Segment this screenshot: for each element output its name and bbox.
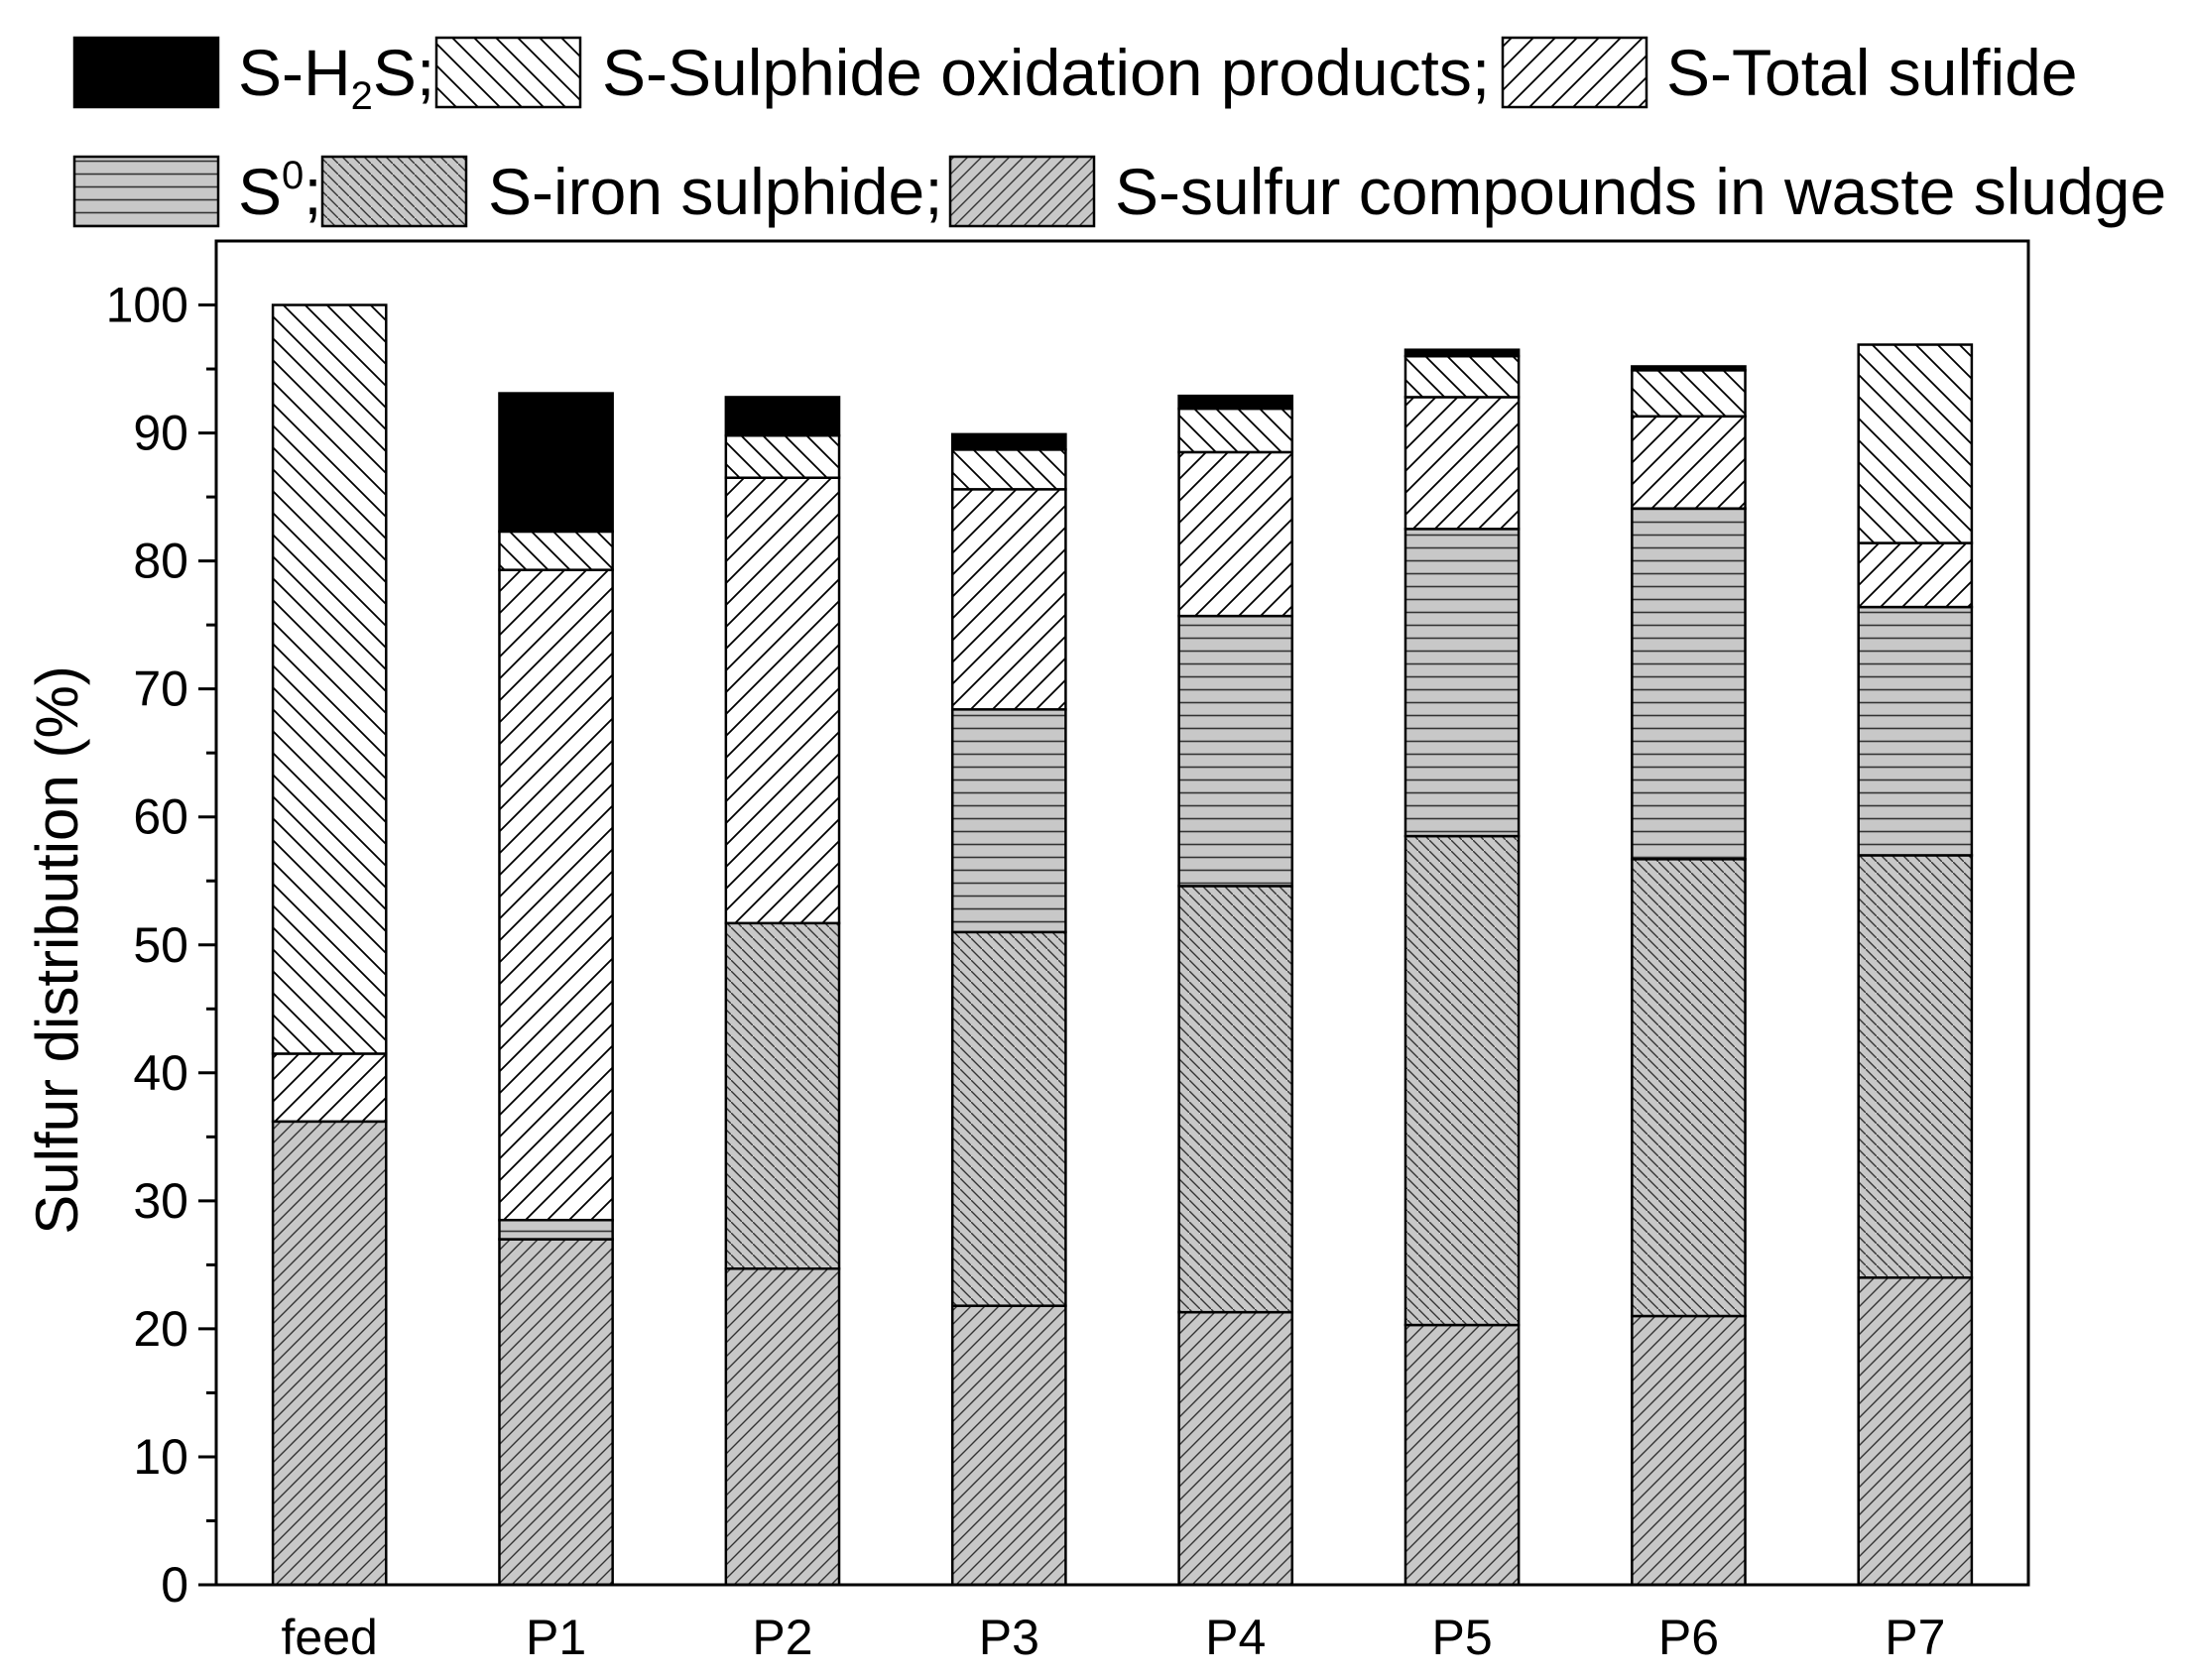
bar-segment-total-P6 [1631,415,1747,510]
bar-segment-oxid-feed [271,303,388,1055]
bar-segment-iron-P6 [1631,858,1747,1318]
legend-swatch-sludge [948,155,1096,228]
y-tick-label: 100 [106,278,188,333]
x-tick-label: feed [282,1610,378,1665]
legend-swatch-total [1501,36,1648,109]
y-tick-label: 60 [133,789,188,845]
bar-segment-total-P4 [1177,450,1294,618]
x-tick-label: P5 [1431,1610,1492,1665]
legend-label-s0: S0; [238,154,322,228]
bar-segment-sludge-P2 [724,1267,841,1587]
legend-label-total: S-Total sulfide [1666,36,2078,109]
legend-label-iron: S-iron sulphide; [488,155,943,228]
bar-segment-s0-P5 [1403,528,1521,838]
y-tick-label: 40 [133,1045,188,1101]
y-tick-label: 80 [133,534,188,589]
bar-segment-s0-P3 [950,708,1067,934]
x-tick-label: P4 [1205,1610,1266,1665]
plot-frame [214,239,2030,1587]
y-tick-label: 0 [161,1557,188,1613]
bar-segment-s0-P7 [1857,605,1974,857]
bar-segment-oxid-P1 [498,530,614,571]
x-tick-label: P1 [526,1610,586,1665]
bar-segment-total-P7 [1857,541,1974,609]
bar-segment-h2s-P3 [950,432,1067,451]
bar-segment-h2s-P5 [1403,348,1521,358]
x-tick-label: P3 [979,1610,1039,1665]
bar-segment-sludge-P3 [950,1304,1067,1587]
y-tick-label: 50 [133,917,188,973]
bar-segment-oxid-P7 [1857,343,1974,544]
bar-segment-h2s-P6 [1631,365,1747,372]
bar-segment-total-P1 [498,568,614,1222]
bar-segment-iron-P5 [1403,834,1521,1327]
x-tick-label: P6 [1658,1610,1719,1665]
x-tick-label: P2 [752,1610,812,1665]
bar-segment-total-feed [271,1052,388,1124]
bar-segment-sludge-feed [271,1120,388,1587]
bar-segment-sludge-P1 [498,1238,614,1587]
bar-segment-iron-P2 [724,921,841,1270]
bar-segment-s0-P6 [1631,507,1747,861]
bar-segment-total-P2 [724,476,841,925]
bar-segment-iron-P4 [1177,885,1294,1314]
x-tick-label: P7 [1885,1610,1945,1665]
y-tick-label: 30 [133,1173,188,1229]
y-tick-label: 90 [133,406,188,461]
bar-segment-s0-P1 [498,1218,614,1241]
bar-segment-iron-P3 [950,930,1067,1307]
bar-segment-h2s-P1 [498,392,614,534]
y-tick-label: 10 [133,1429,188,1485]
bar-segment-oxid-P3 [950,448,1067,491]
bar-segment-s0-P4 [1177,614,1294,888]
bar-segment-iron-P7 [1857,854,1974,1279]
legend-label-sludge: S-sulfur compounds in waste sludge [1115,155,2166,228]
y-tick-label: 20 [133,1301,188,1357]
bar-segment-sludge-P5 [1403,1323,1521,1587]
bar-segment-total-P5 [1403,396,1521,531]
legend-swatch-iron [320,155,468,228]
bar-segment-h2s-P4 [1177,394,1294,411]
bar-segment-sludge-P7 [1857,1276,1974,1587]
legend-label-h2s: S-H2S; [238,36,434,118]
legend-swatch-oxid [434,36,582,109]
plot-area: feed P1 P2 P3 P4 P5 P6 P7 0 10 20 30 40 50 60 70 80 90 100 [106,239,2030,1665]
bar-segment-total-P3 [950,488,1067,711]
legend: S-H2S; S-Sulphide oxidation products; S-To… [72,36,2166,228]
y-axis-label: Sulfur distribution (%) [24,665,90,1235]
bar-segment-oxid-P5 [1403,354,1521,399]
legend-swatch-s0 [72,155,220,228]
legend-swatch-h2s [72,36,220,109]
bar-segment-oxid-P6 [1631,369,1747,419]
legend-label-oxid: S-Sulphide oxidation products; [602,36,1490,109]
bar-segment-oxid-P2 [724,433,841,479]
bar-segment-sludge-P4 [1177,1310,1294,1587]
bar-segment-oxid-P4 [1177,407,1294,454]
bar-segment-h2s-P2 [724,396,841,437]
bar-segment-sludge-P6 [1631,1314,1747,1587]
y-tick-label: 70 [133,661,188,717]
